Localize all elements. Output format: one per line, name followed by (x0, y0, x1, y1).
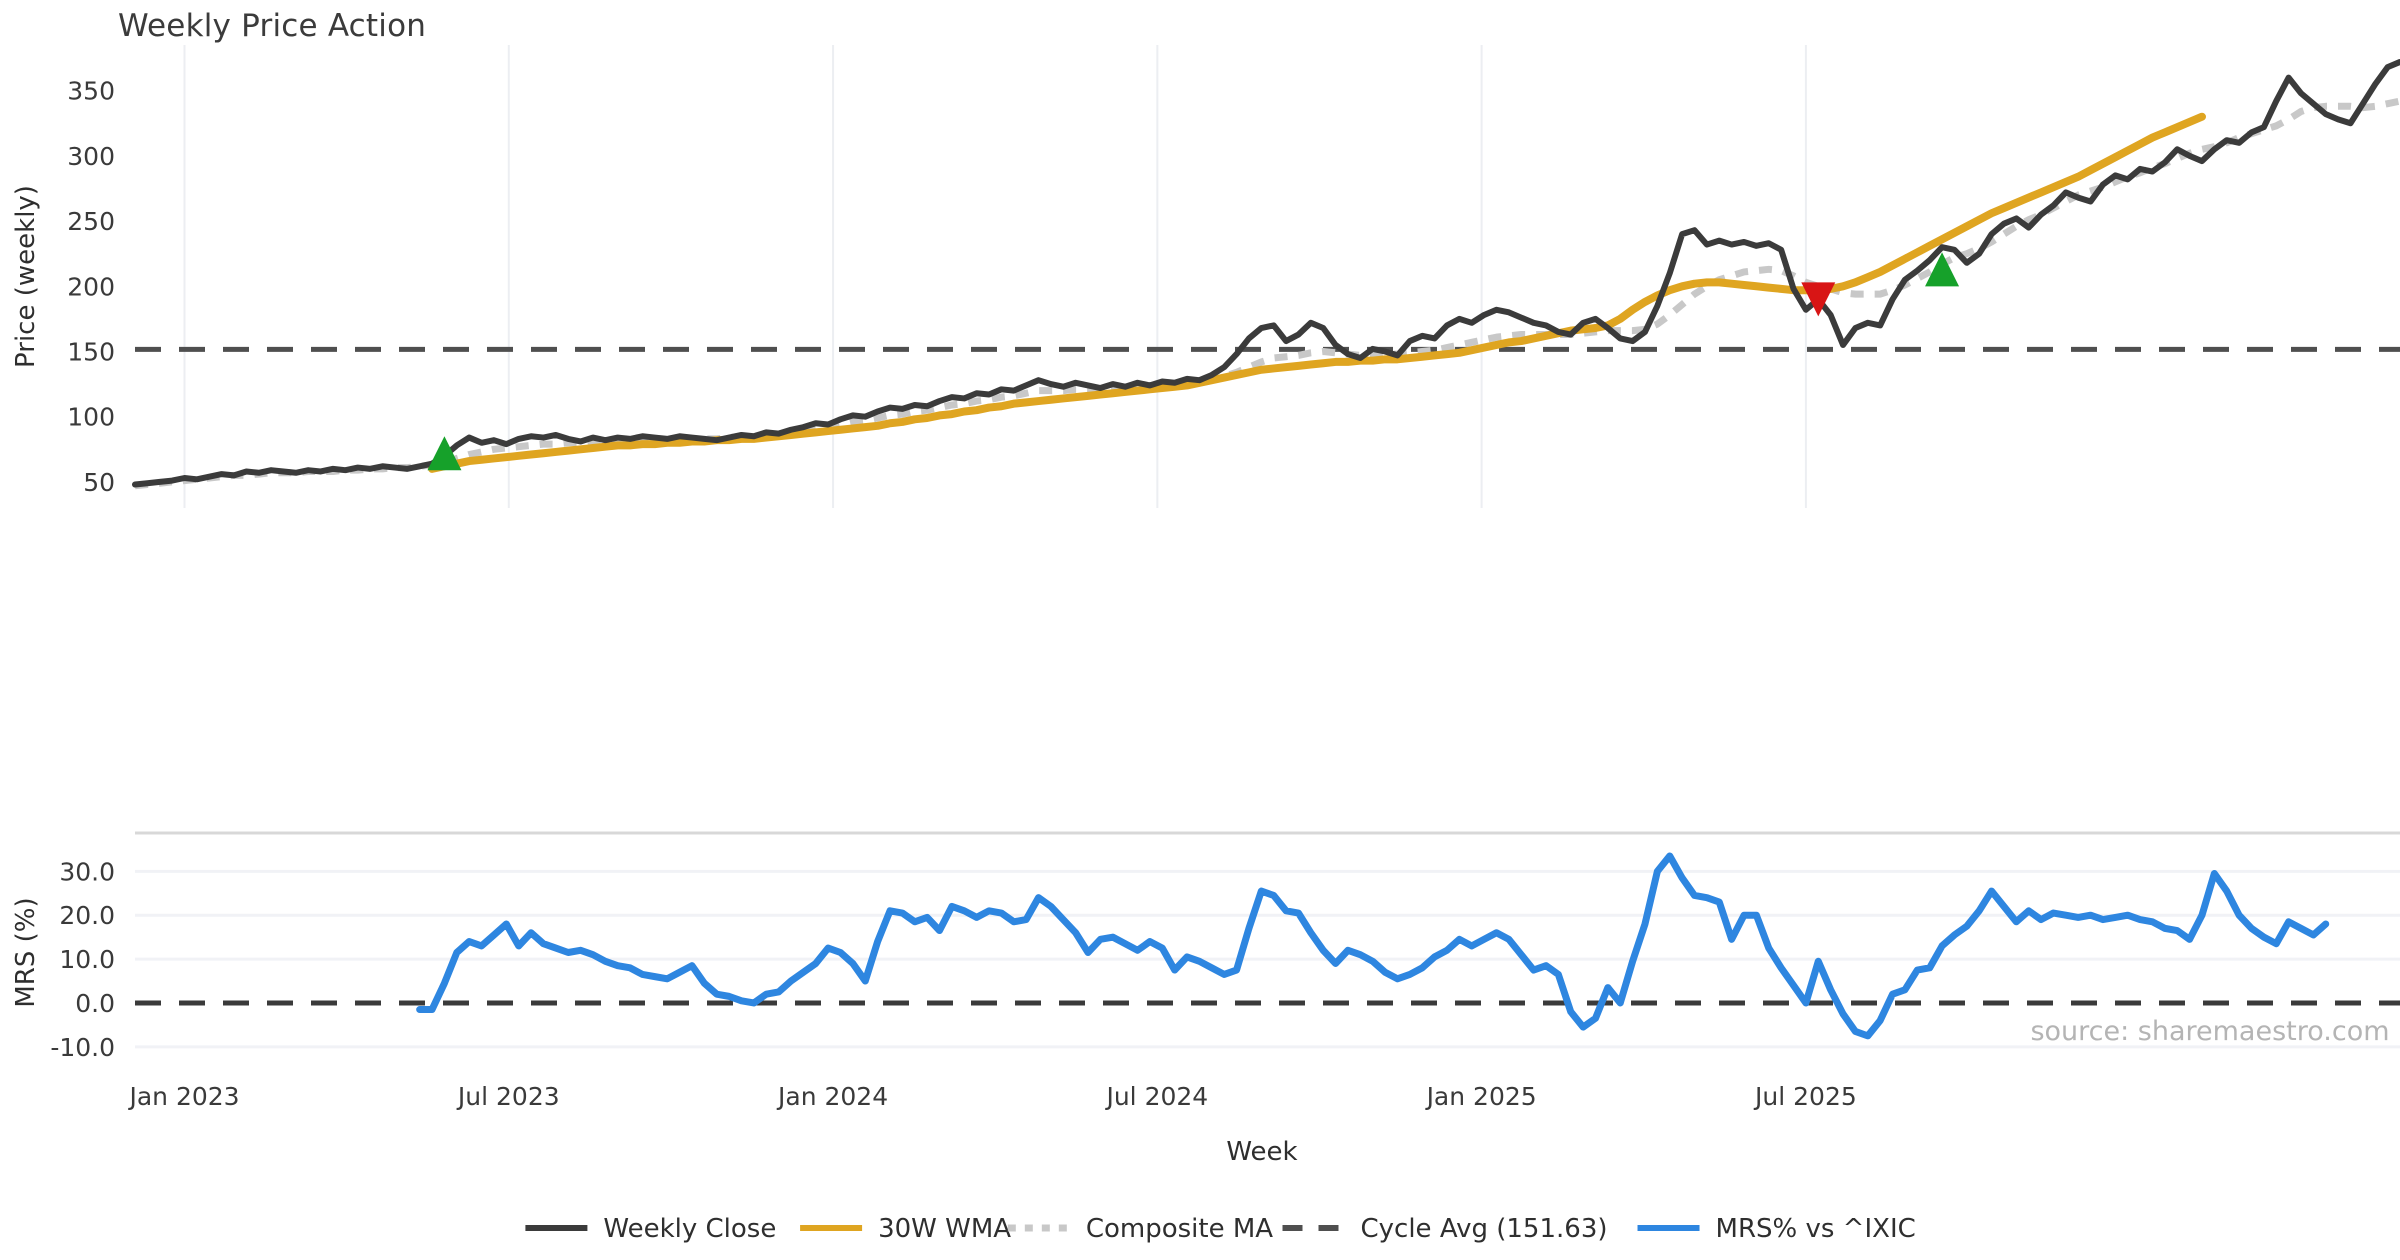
price-ytick-label-5: 300 (67, 142, 115, 171)
legend-label-0[interactable]: Weekly Close (603, 1214, 776, 1244)
mrs-ytick-label-1: 0.0 (75, 989, 115, 1018)
mrs-ytick-label-2: 10.0 (59, 945, 115, 974)
price-ytick-label-1: 100 (67, 403, 115, 432)
mrs-line (416, 852, 2330, 1040)
composite-ma-line (134, 97, 2400, 490)
mrs-ytick-label-0: -10.0 (50, 1033, 115, 1062)
buy-marker-0[interactable] (427, 436, 462, 471)
price-ytick-label-2: 150 (67, 337, 115, 366)
xtick-label-2: Jan 2024 (776, 1082, 888, 1111)
price-ytick-label-3: 200 (67, 272, 115, 301)
price-ytick-label-6: 350 (67, 77, 115, 106)
mrs-ytick-label-4: 30.0 (59, 857, 115, 886)
buy-marker-2[interactable] (1925, 252, 1960, 287)
watermark-label: source: sharemaestro.com (2030, 1016, 2389, 1047)
legend-label-1[interactable]: 30W WMA (878, 1214, 1011, 1244)
xtick-label-5: Jul 2025 (1753, 1082, 1857, 1111)
wma-line (428, 112, 2206, 473)
legend-label-4[interactable]: MRS% vs ^IXIC (1716, 1214, 1916, 1244)
price-ytick-label-4: 250 (67, 207, 115, 236)
legend-label-3[interactable]: Cycle Avg (151.63) (1361, 1214, 1608, 1244)
xtick-label-1: Jul 2023 (456, 1082, 560, 1111)
xtick-label-0: Jan 2023 (127, 1082, 239, 1111)
x-axis-title: Week (1226, 1137, 1297, 1167)
mrs-axis-title: MRS (%) (11, 897, 41, 1007)
legend-label-2[interactable]: Composite MA (1086, 1214, 1273, 1244)
page-title: Weekly Price Action (118, 8, 427, 44)
price-ytick-label-0: 50 (83, 468, 115, 497)
xtick-label-4: Jan 2025 (1425, 1082, 1537, 1111)
price-axis-title: Price (weekly) (11, 185, 41, 368)
xtick-label-3: Jul 2024 (1104, 1082, 1208, 1111)
sell-marker-1[interactable] (1801, 282, 1836, 317)
weekly-close-line (132, 58, 2400, 488)
mrs-ytick-label-3: 20.0 (59, 901, 115, 930)
